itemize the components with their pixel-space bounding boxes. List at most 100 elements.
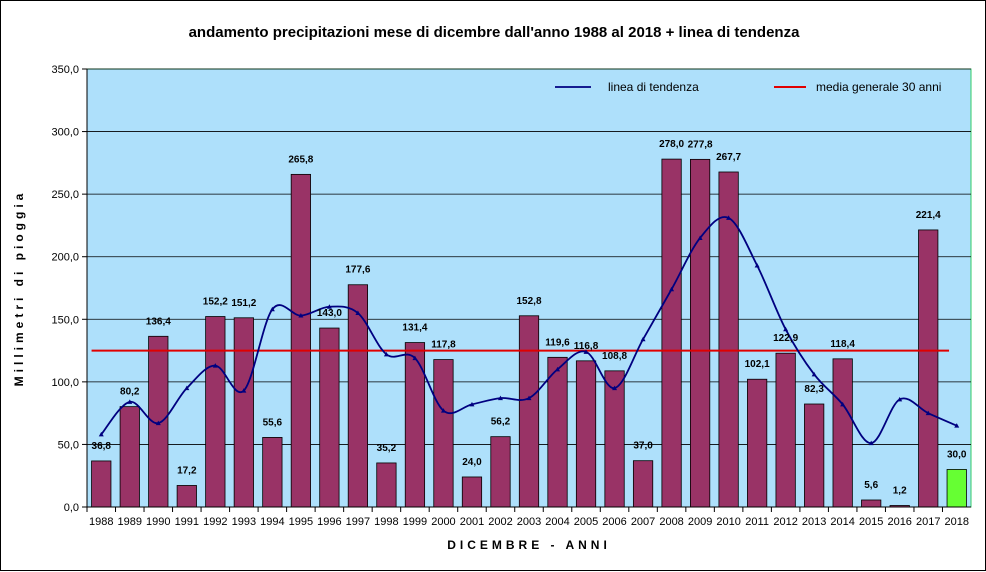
y-tick-label: 150,0 [51,314,79,326]
bar [804,403,825,508]
x-tick-label: 2006 [602,516,626,528]
y-tick-label: 200,0 [51,252,79,264]
y-tick-label: 350,0 [51,64,79,76]
x-tick-label: 2018 [944,516,968,528]
trend-point [184,385,190,391]
data-labels: 36,8 80,2 136,4 17,2 152,2 151,2 55,6 265,8 143,… [92,139,967,496]
data-label: 35,2 [377,443,397,454]
trend-line-layer [98,215,960,446]
x-tick-label: 1988 [89,516,113,528]
data-label: 55,6 [263,417,283,428]
bar [205,316,226,508]
y-tick-label: 50,0 [58,439,79,451]
data-label: 267,7 [716,152,741,163]
data-label: 1,2 [893,485,907,496]
trend-point [497,395,503,401]
x-tick-label: 1994 [260,516,284,528]
trend-point [726,215,732,220]
x-tick-label: 2004 [545,516,569,528]
x-tick-label: 1991 [175,516,199,528]
x-tick-label: 2013 [802,516,826,528]
data-label: 102,1 [745,359,770,370]
bar [861,499,882,508]
data-label: 17,2 [177,465,197,476]
trend-point [954,423,960,428]
x-tick-label: 2002 [488,516,512,528]
data-label: 177,6 [345,265,370,276]
legend-mean-label: media generale 30 anni [816,80,941,94]
trend-point [697,235,703,240]
x-tick-label: 2014 [830,516,854,528]
bar [347,284,368,508]
bar [690,158,711,508]
y-tick-label: 250,0 [51,189,79,201]
trend-point [640,336,646,342]
x-tick-label: 1992 [203,516,227,528]
legend-trend-label: linea di tendenza [608,80,699,94]
trend-point [469,401,475,407]
trend-point [868,440,874,446]
data-label: 152,2 [203,297,228,308]
x-tick-label: 2009 [688,516,712,528]
bar [376,462,397,508]
y-tick-label: 0,0 [64,502,79,514]
trend-point [583,349,589,354]
trend-point [412,355,418,361]
x-tick-label: 1996 [317,516,341,528]
trend-point [612,385,618,391]
bar [661,158,682,508]
bar [176,485,197,508]
bar [718,171,739,508]
x-tick-label: 2003 [517,516,541,528]
x-axis-title: DICEMBRE - ANNI [447,538,611,552]
trend-point [98,431,104,437]
data-label: 82,3 [804,384,824,395]
bar [433,359,454,508]
chart-title: andamento precipitazioni mese di dicembr… [189,24,801,41]
bar [119,406,140,508]
bar [775,352,796,508]
data-label: 143,0 [317,308,342,319]
x-tick-label: 1997 [346,516,370,528]
y-axis-title: Millimetri di pioggia [12,190,26,387]
trend-point [555,366,561,372]
x-tick-label: 1995 [289,516,313,528]
data-label: 117,8 [431,340,456,351]
bar [262,437,283,508]
x-tick-label: 2007 [631,516,655,528]
trend-point [669,286,675,292]
x-axis-ticks: 1988 1989 1990 1991 1992 1993 1994 1995 1996 1997… [86,507,969,528]
data-label: 122,9 [773,333,798,344]
bar [832,358,853,508]
x-tick-label: 1993 [232,516,256,528]
data-label: 221,4 [916,210,941,221]
bar [518,315,540,508]
bar [91,460,112,508]
data-label: 136,4 [146,316,171,327]
data-label: 108,8 [602,351,627,362]
data-label: 118,4 [830,339,855,350]
data-label: 152,8 [516,296,541,307]
x-tick-label: 1998 [374,516,398,528]
x-tick-label: 2017 [916,516,940,528]
bar [575,360,597,508]
data-label: 278,0 [659,139,684,150]
trend-point [925,410,931,416]
x-tick-label: 2008 [659,516,683,528]
trend-point [212,363,218,368]
bar [319,327,340,508]
data-label: 37,0 [633,441,653,452]
trend-point [298,313,304,318]
trend-point [383,351,389,357]
bar [490,436,511,508]
data-label: 56,2 [491,417,511,428]
x-tick-label: 2012 [773,516,797,528]
data-label: 151,2 [231,298,256,309]
trend-point [269,306,275,312]
data-label: 30,0 [947,449,967,460]
data-label: 277,8 [688,139,713,150]
legend: linea di tendenza media generale 30 anni [555,80,941,94]
x-tick-label: 2015 [859,516,883,528]
trend-point [897,396,903,402]
